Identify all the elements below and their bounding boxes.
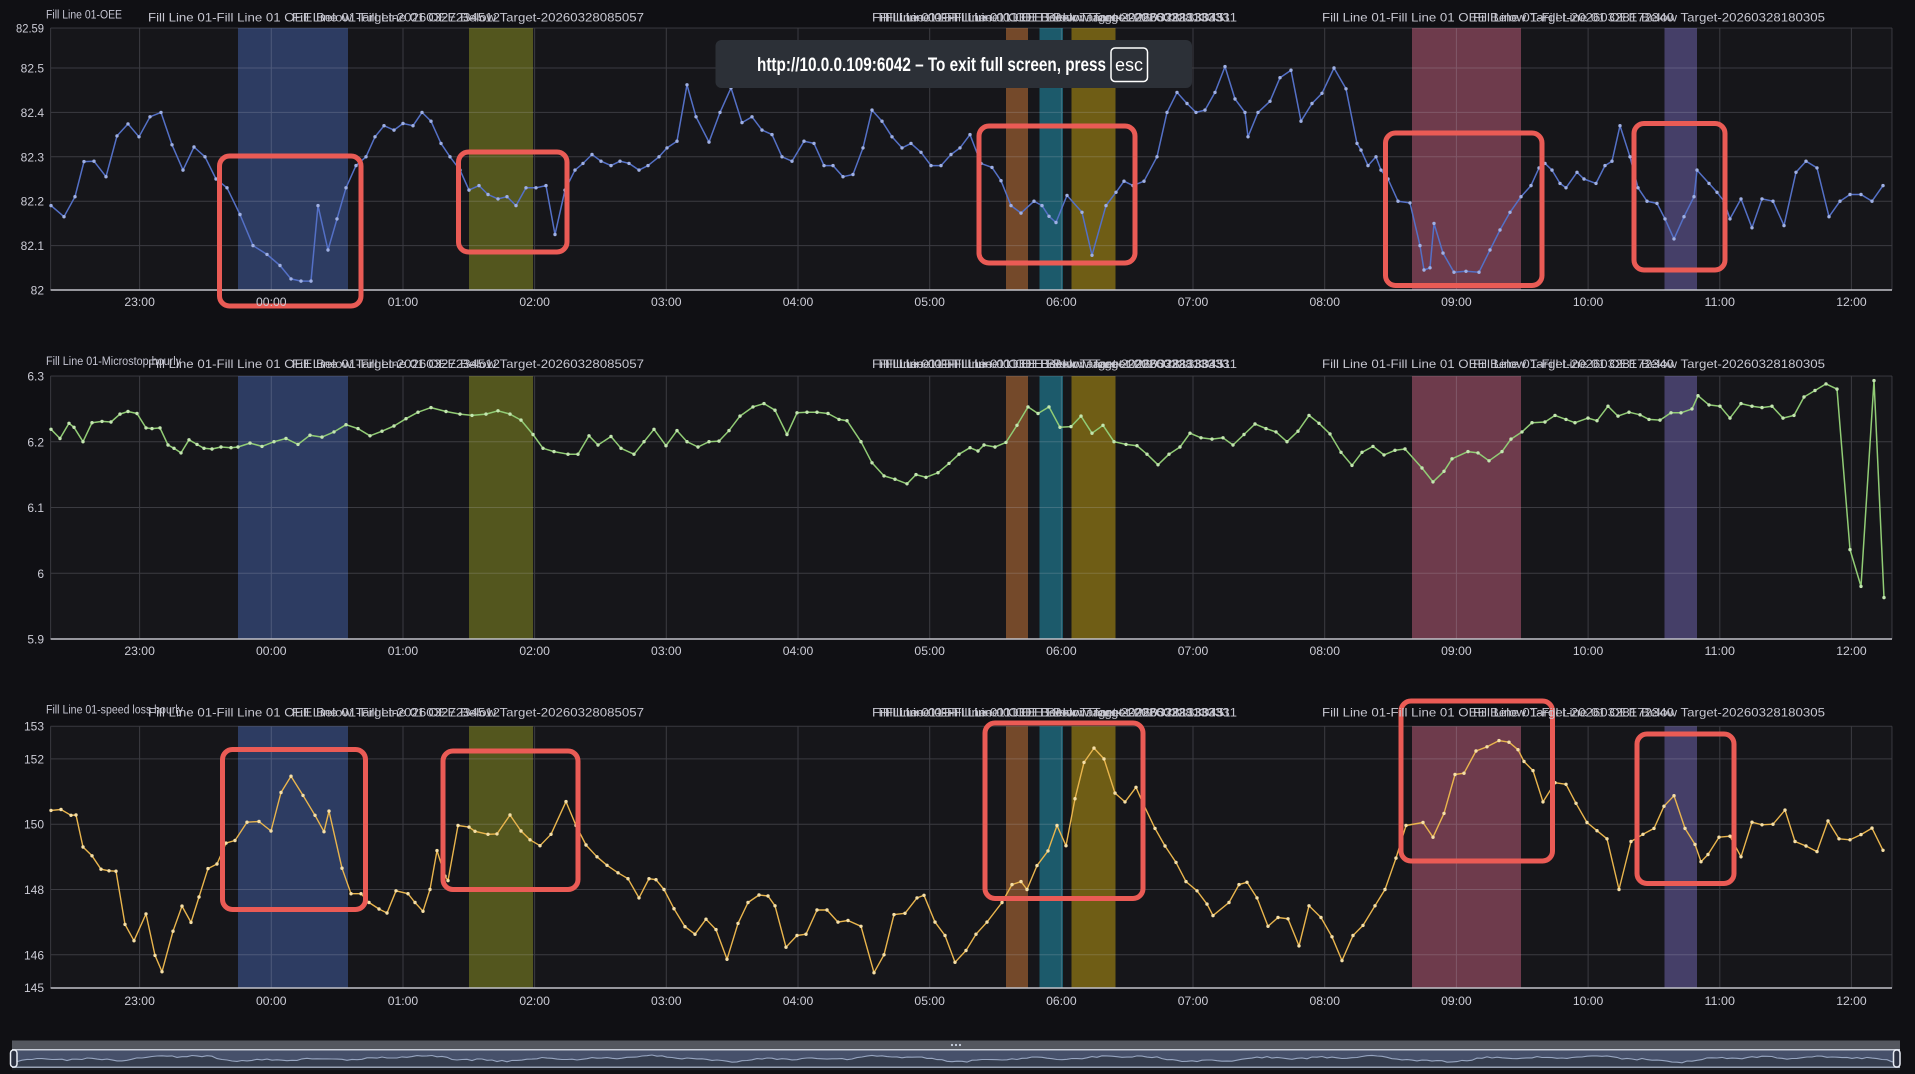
svg-text:Fill Line 01-Fill Line 01 OEE: Fill Line 01-Fill Line 01 OEE Below Targ… [1322, 357, 1674, 371]
svg-text:11:00: 11:00 [1705, 994, 1736, 1008]
svg-text:Fill Line 01-speed loss hourly: Fill Line 01-speed loss hourly [46, 705, 183, 717]
svg-text:11:00: 11:00 [1705, 644, 1736, 658]
svg-text:Fill Line 01-Fill Line 01 OEE: Fill Line 01-Fill Line 01 OEE Below Targ… [1473, 357, 1825, 371]
svg-text:08:00: 08:00 [1309, 295, 1340, 309]
svg-text:05:00: 05:00 [914, 644, 945, 658]
svg-text:146: 146 [24, 948, 44, 962]
svg-text:Fill Line 01-Fill Line 01 OEE: Fill Line 01-Fill Line 01 OEE Below Targ… [872, 357, 1224, 371]
svg-text:10:00: 10:00 [1573, 644, 1604, 658]
svg-text:http://10.0.0.109:6042 – To ex: http://10.0.0.109:6042 – To exit full sc… [757, 55, 1106, 76]
svg-text:esc: esc [1115, 55, 1143, 75]
svg-text:23:00: 23:00 [124, 994, 155, 1008]
svg-text:Fill Line 01-Fill Line 01 OEE: Fill Line 01-Fill Line 01 OEE Below Targ… [885, 11, 1237, 25]
svg-text:06:00: 06:00 [1046, 295, 1077, 309]
svg-text:Fill Line 01-Fill Line 01 OEE: Fill Line 01-Fill Line 01 OEE Below Targ… [879, 357, 1231, 371]
svg-text:11:00: 11:00 [1705, 295, 1736, 309]
svg-text:Fill Line 01-Fill Line 01 OEE: Fill Line 01-Fill Line 01 OEE Below Targ… [292, 706, 644, 720]
svg-text:82: 82 [31, 283, 45, 297]
svg-text:02:00: 02:00 [519, 644, 550, 658]
svg-text:01:00: 01:00 [388, 295, 419, 309]
svg-text:153: 153 [24, 720, 44, 734]
svg-text:5.9: 5.9 [27, 633, 44, 647]
svg-text:Fill Line 01-Microstop hourly: Fill Line 01-Microstop hourly [46, 356, 181, 368]
svg-text:Fill Line 01-Fill Line 01 OEE: Fill Line 01-Fill Line 01 OEE Below Targ… [292, 357, 644, 371]
svg-text:82.3: 82.3 [21, 150, 45, 164]
svg-text:145: 145 [24, 981, 44, 995]
svg-text:00:00: 00:00 [256, 994, 287, 1008]
svg-text:Fill Line 01-Fill Line 01 OEE: Fill Line 01-Fill Line 01 OEE Below Targ… [292, 11, 644, 25]
svg-text:Fill Line 01-Fill Line 01 OEE: Fill Line 01-Fill Line 01 OEE Below Targ… [1473, 11, 1825, 25]
svg-text:00:00: 00:00 [256, 295, 287, 309]
svg-text:02:00: 02:00 [519, 295, 550, 309]
svg-text:6: 6 [37, 567, 44, 581]
svg-text:04:00: 04:00 [783, 295, 814, 309]
svg-text:02:00: 02:00 [519, 994, 550, 1008]
svg-text:150: 150 [24, 818, 44, 832]
svg-text:09:00: 09:00 [1441, 994, 1472, 1008]
svg-text:03:00: 03:00 [651, 295, 682, 309]
svg-text:01:00: 01:00 [388, 994, 419, 1008]
svg-text:12:00: 12:00 [1836, 994, 1867, 1008]
svg-text:03:00: 03:00 [651, 644, 682, 658]
svg-text:05:00: 05:00 [914, 295, 945, 309]
svg-text:06:00: 06:00 [1046, 994, 1077, 1008]
svg-text:12:00: 12:00 [1836, 295, 1867, 309]
svg-text:07:00: 07:00 [1178, 644, 1209, 658]
svg-text:Fill Line 01-Fill Line 01 OEE: Fill Line 01-Fill Line 01 OEE Below Targ… [879, 706, 1231, 720]
svg-text:23:00: 23:00 [124, 295, 155, 309]
svg-text:Fill Line 01-Fill Line 01 OEE: Fill Line 01-Fill Line 01 OEE Below Targ… [148, 357, 500, 371]
svg-text:08:00: 08:00 [1309, 644, 1340, 658]
svg-text:Fill Line 01-Fill Line 01 OEE: Fill Line 01-Fill Line 01 OEE Below Targ… [885, 706, 1237, 720]
svg-text:00:00: 00:00 [256, 644, 287, 658]
svg-text:10:00: 10:00 [1573, 295, 1604, 309]
svg-text:Fill Line 01-Fill Line 01 OEE: Fill Line 01-Fill Line 01 OEE Below Targ… [872, 706, 1224, 720]
svg-text:23:00: 23:00 [124, 644, 155, 658]
svg-text:04:00: 04:00 [783, 644, 814, 658]
svg-text:03:00: 03:00 [651, 994, 682, 1008]
svg-text:Fill Line 01-Fill Line 01 OEE: Fill Line 01-Fill Line 01 OEE Below Targ… [1322, 11, 1674, 25]
svg-text:12:00: 12:00 [1836, 644, 1867, 658]
svg-text:82.4: 82.4 [21, 106, 45, 120]
svg-text:10:00: 10:00 [1573, 994, 1604, 1008]
svg-text:6.1: 6.1 [27, 501, 44, 515]
svg-text:01:00: 01:00 [388, 644, 419, 658]
svg-text:Fill Line 01-Fill Line 01 OEE: Fill Line 01-Fill Line 01 OEE Below Targ… [885, 357, 1237, 371]
svg-text:05:00: 05:00 [914, 994, 945, 1008]
svg-text:Fill Line 01-Fill Line 01 OEE: Fill Line 01-Fill Line 01 OEE Below Targ… [872, 11, 1224, 25]
svg-text:08:00: 08:00 [1309, 994, 1340, 1008]
svg-text:Fill Line 01-Fill Line 01 OEE: Fill Line 01-Fill Line 01 OEE Below Targ… [148, 11, 500, 25]
svg-text:Fill Line 01-Fill Line 01 OEE: Fill Line 01-Fill Line 01 OEE Below Targ… [879, 11, 1231, 25]
svg-text:09:00: 09:00 [1441, 295, 1472, 309]
svg-text:82.1: 82.1 [21, 239, 45, 253]
svg-text:Fill Line 01-Fill Line 01 OEE: Fill Line 01-Fill Line 01 OEE Below Targ… [148, 706, 500, 720]
svg-text:04:00: 04:00 [783, 994, 814, 1008]
svg-text:148: 148 [24, 883, 44, 897]
svg-text:82.59: 82.59 [16, 22, 44, 36]
svg-text:82.2: 82.2 [21, 195, 45, 209]
svg-text:07:00: 07:00 [1178, 994, 1209, 1008]
svg-text:07:00: 07:00 [1178, 295, 1209, 309]
svg-text:09:00: 09:00 [1441, 644, 1472, 658]
svg-text:Fill Line 01-Fill Line 01 OEE: Fill Line 01-Fill Line 01 OEE Below Targ… [1473, 706, 1825, 720]
svg-text:6.2: 6.2 [27, 435, 44, 449]
svg-text:Fill Line 01-OEE: Fill Line 01-OEE [46, 10, 122, 22]
svg-text:82.5: 82.5 [21, 61, 45, 75]
svg-text:152: 152 [24, 752, 44, 766]
svg-text:Fill Line 01-Fill Line 01 OEE: Fill Line 01-Fill Line 01 OEE Below Targ… [1322, 706, 1674, 720]
svg-text:06:00: 06:00 [1046, 644, 1077, 658]
svg-text:6.3: 6.3 [27, 370, 44, 384]
